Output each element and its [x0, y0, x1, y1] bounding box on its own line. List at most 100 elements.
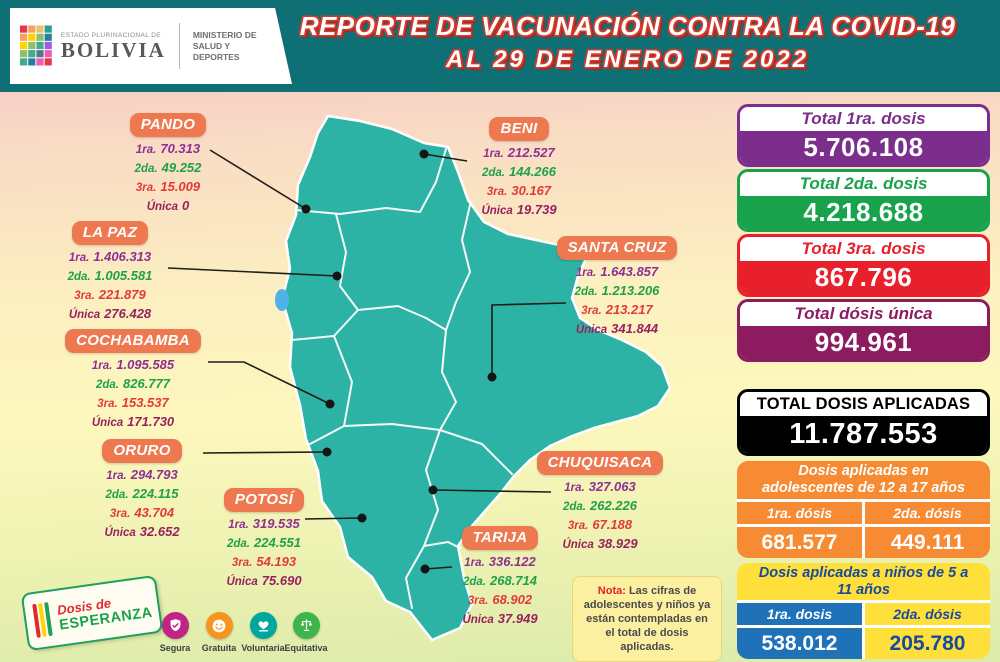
dose-label: 3ra. — [109, 508, 131, 520]
note-box: Nota: Las cifras de adolescentes y niños… — [572, 576, 722, 662]
dose-label: 2da. — [67, 271, 91, 283]
unique-dose-row: Única 341.844 — [552, 320, 682, 339]
dose-value: 1.005.581 — [94, 268, 153, 283]
total-second-dose-label: Total 2da. dosis — [740, 172, 987, 196]
dose-label: 1ra. — [91, 360, 113, 372]
note-body: Las cifras de adolescentes y niños ya es… — [583, 585, 711, 653]
dept-potosi: POTOSÍ 1ra. 319.535 2da. 224.551 3ra. 54.19… — [204, 488, 324, 591]
dose-label: Única — [462, 614, 494, 626]
total-third-dose-value: 867.796 — [740, 261, 987, 294]
dose-value: 144.266 — [509, 164, 556, 179]
dose-value: 319.535 — [252, 516, 300, 531]
dept-name-badge: PANDO — [129, 113, 207, 137]
third-dose-row: 3ra. 213.217 — [552, 301, 682, 320]
unique-dose-row: Única 75.690 — [204, 572, 324, 591]
unique-dose-row: Única 37.949 — [444, 610, 556, 629]
dose-value: 19.739 — [516, 202, 557, 217]
unique-dose-row: Única 0 — [113, 197, 223, 216]
dose-value: 15.009 — [160, 179, 201, 194]
second-dose-row: 2da. 144.266 — [464, 163, 574, 182]
dept-name-badge: COCHABAMBA — [65, 329, 201, 353]
children-second-dose-label: 2da. dósis — [865, 603, 990, 625]
first-dose-row: 1ra. 1.406.313 — [50, 248, 170, 267]
dose-label: 3ra. — [231, 557, 253, 569]
esperanza-text-block: Dosis de ESPERANZA — [56, 589, 153, 633]
value-label: Voluntaria — [241, 643, 285, 653]
value-label: Equitativa — [284, 643, 328, 653]
dose-value: 30.167 — [511, 183, 552, 198]
dept-dose-rows: 1ra. 319.535 2da. 224.551 3ra. 54.193 Única… — [204, 515, 324, 591]
org-name-block: ESTADO PLURINACIONAL DE BOLIVIA — [61, 32, 166, 61]
adolescents-first-dose-value: 681.577 — [737, 527, 862, 558]
dose-value: 1.406.313 — [93, 249, 152, 264]
smiley-icon — [205, 612, 233, 639]
unique-dose-row: Única 38.929 — [535, 535, 665, 554]
dept-name-badge: CHUQUISACA — [536, 451, 664, 475]
second-dose-row: 2da. 262.226 — [535, 497, 665, 516]
dose-value: 294.793 — [130, 467, 178, 482]
total-unique-dose-value: 994.961 — [740, 326, 987, 359]
grand-total-label: TOTAL DOSIS APLICADAS — [740, 392, 987, 416]
dose-label: 3ra. — [567, 520, 589, 532]
third-dose-row: 3ra. 15.009 — [113, 178, 223, 197]
header-bar: ESTADO PLURINACIONAL DE BOLIVIA MINISTER… — [0, 0, 1000, 92]
children-first-dose-value: 538.012 — [737, 628, 862, 659]
report-date: AL 29 DE ENERO DE 2022 — [445, 46, 809, 73]
dose-value: 221.879 — [98, 287, 146, 302]
dept-dose-rows: 1ra. 1.643.857 2da. 1.213.206 3ra. 213.217 … — [552, 263, 682, 339]
callout-lines — [167, 149, 567, 574]
dose-value: 336.122 — [488, 554, 536, 569]
hand-heart-icon — [249, 612, 277, 639]
adolescents-second-dose-value: 449.111 — [865, 527, 990, 558]
callout-beni — [419, 149, 468, 162]
second-dose-row: 2da. 1.005.581 — [50, 267, 170, 286]
shield-check-icon — [161, 612, 189, 639]
second-dose-row: 2da. 268.714 — [444, 572, 556, 591]
callout-lapaz — [167, 267, 342, 281]
second-dose-row: 2da. 224.551 — [204, 534, 324, 553]
dose-label: Única — [68, 309, 101, 321]
dept-name-badge: ORURO — [102, 439, 182, 463]
value-gratuita: Gratuita — [196, 612, 242, 653]
unique-dose-row: Única 32.652 — [82, 523, 202, 542]
dose-label: Única — [104, 527, 136, 539]
dose-value: 67.188 — [592, 517, 633, 532]
dept-name-badge: LA PAZ — [71, 221, 149, 245]
lake-titicaca — [275, 289, 289, 311]
callout-tarija — [420, 564, 453, 574]
dose-value: 153.537 — [121, 395, 169, 410]
first-dose-row: 1ra. 327.063 — [535, 478, 665, 497]
dose-label: 1ra. — [228, 519, 249, 531]
total-first-dose-value: 5.706.108 — [740, 131, 987, 164]
dose-value: 37.949 — [497, 611, 538, 626]
dose-value: 224.551 — [254, 535, 301, 550]
dose-value: 268.714 — [490, 573, 537, 588]
dose-value: 212.527 — [507, 145, 555, 160]
third-dose-row: 3ra. 153.537 — [63, 394, 203, 413]
dept-dose-rows: 1ra. 212.527 2da. 144.266 3ra. 30.167 Única… — [464, 144, 574, 220]
dose-label: 1ra. — [575, 267, 597, 279]
dept-dose-rows: 1ra. 327.063 2da. 262.226 3ra. 67.188 Única… — [535, 478, 665, 554]
dose-label: Única — [575, 324, 608, 336]
dose-label: 1ra. — [135, 144, 157, 156]
ministry-line1: MINISTERIO DE — [192, 29, 257, 40]
dose-value: 38.929 — [597, 536, 638, 551]
adolescents-title: Dosis aplicadas en adolescentes de 12 a … — [737, 461, 990, 499]
unique-dose-row: Única 276.428 — [50, 305, 170, 324]
dose-value: 213.217 — [605, 302, 653, 317]
government-logo-panel: ESTADO PLURINACIONAL DE BOLIVIA MINISTER… — [10, 8, 292, 84]
dose-label: Única — [146, 201, 179, 213]
callout-oruro — [202, 447, 332, 457]
dept-cochabamba: COCHABAMBA 1ra. 1.095.585 2da. 826.777 3ra… — [63, 329, 203, 432]
dept-tarija: TARIJA 1ra. 336.122 2da. 268.714 3ra. 68.90… — [444, 526, 556, 629]
total-first-dose-label: Total 1ra. dosis — [740, 107, 987, 131]
logo-divider — [178, 23, 180, 69]
note-prefix: Nota: — [597, 585, 626, 597]
dose-value: 49.252 — [161, 160, 202, 175]
first-dose-row: 1ra. 294.793 — [82, 466, 202, 485]
second-dose-row: 2da. 826.777 — [63, 375, 203, 394]
children-second-dose-value: 205.780 — [865, 628, 990, 659]
bolivia-outline — [280, 114, 672, 642]
